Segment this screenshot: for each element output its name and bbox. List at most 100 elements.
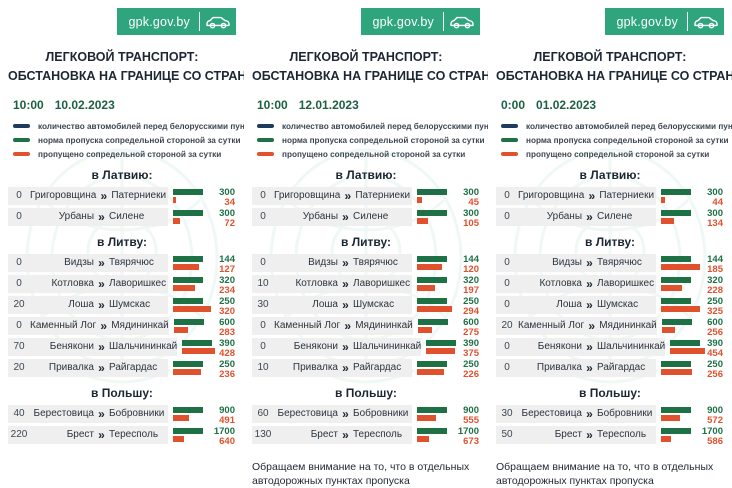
crossing-row: 220 Брест » Тересполь 1700 640 bbox=[8, 425, 236, 446]
border-status-panel: gpk.gov.by ЛЕГКОВОЙ ТРАНСПОРТ: ОБСТАНОВК… bbox=[0, 0, 244, 488]
checkpoint-from: Григоровщина bbox=[274, 189, 341, 201]
row-values: 1700 673 bbox=[451, 426, 480, 446]
crossing-row-labels: 0 Каменный Лог » Мядининкай bbox=[252, 316, 413, 335]
direction-header: в Польшу: bbox=[91, 385, 153, 400]
norm-value: 320 bbox=[219, 274, 235, 286]
legend-item-passed: пропущено сопредельной стороной за сутки bbox=[257, 150, 480, 159]
passed-bar bbox=[417, 435, 429, 442]
crossing-row-labels: 50 Брест » Тересполь bbox=[496, 425, 656, 444]
legend-swatch-green bbox=[257, 138, 274, 142]
direction-header: в Литву: bbox=[585, 234, 635, 249]
checkpoint-to: Бобровники bbox=[109, 407, 165, 419]
direction-section: в Литву: 0 Видзы » Твярячюс 144 120 10 К… bbox=[252, 235, 480, 379]
row-bars bbox=[417, 254, 451, 272]
queue-count: 0 bbox=[504, 299, 510, 310]
row-values: 900 491 bbox=[207, 405, 236, 425]
queue-count: 60 bbox=[257, 408, 269, 419]
checkpoint-to: Шальчининкай bbox=[353, 340, 422, 352]
border-status-panel: gpk.gov.by ЛЕГКОВОЙ ТРАНСПОРТ: ОБСТАНОВК… bbox=[244, 0, 488, 488]
passed-bar bbox=[173, 263, 199, 270]
passed-bar bbox=[426, 347, 456, 354]
checkpoint-from: Бенякони bbox=[293, 340, 338, 352]
norm-bar bbox=[417, 427, 447, 434]
crossing-row: 0 Григоровщина » Патерниеки 300 44 bbox=[496, 186, 724, 207]
norm-value: 144 bbox=[707, 253, 723, 265]
direction-header: в Польшу: bbox=[335, 385, 397, 400]
passed-bar bbox=[173, 284, 195, 291]
row-bars bbox=[661, 275, 695, 293]
crossing-row: 0 Урбаны » Силене 300 72 bbox=[8, 207, 236, 228]
crossing-row-labels: 0 Лоша » Шумскас bbox=[496, 295, 656, 314]
legend-swatch-red bbox=[13, 152, 30, 156]
crossing-row-labels: 0 Урбаны » Силене bbox=[8, 207, 168, 226]
row-bars bbox=[661, 317, 696, 335]
crossing-row: 0 Лоша » Шумскас 250 325 bbox=[496, 295, 724, 316]
queue-count: 30 bbox=[257, 299, 269, 310]
checkpoint-from: Брест bbox=[310, 428, 338, 440]
passed-bar bbox=[417, 326, 432, 333]
double-chevron-icon: » bbox=[344, 318, 352, 333]
queue-count: 0 bbox=[16, 190, 22, 201]
checkpoint-to: Твярячюс bbox=[353, 256, 398, 268]
direction-section: в Латвию: 0 Григоровщина » Патерниеки 30… bbox=[8, 168, 236, 228]
row-bars bbox=[173, 275, 207, 293]
crossing-row-labels: 20 Каменный Лог » Мядининкай bbox=[496, 316, 657, 335]
car-icon bbox=[444, 15, 480, 29]
checkpoint-from: Урбаны bbox=[302, 210, 338, 222]
checkpoint-from: Котловка bbox=[539, 277, 582, 289]
row-bars bbox=[417, 317, 452, 335]
passed-value: 275 bbox=[463, 326, 479, 338]
row-values: 1700 640 bbox=[207, 426, 236, 446]
crossing-row: 0 Григоровщина » Патерниеки 300 45 bbox=[252, 186, 480, 207]
crossing-row-labels: 220 Брест » Тересполь bbox=[8, 425, 168, 444]
norm-value: 144 bbox=[219, 253, 235, 265]
legend-swatch-red bbox=[501, 152, 518, 156]
double-chevron-icon: » bbox=[344, 188, 352, 203]
crossing-row-labels: 0 Привалка » Райгардас bbox=[496, 358, 656, 377]
passed-value: 228 bbox=[707, 284, 723, 296]
checkpoint-to: Шумскас bbox=[109, 298, 151, 310]
checkpoint-from: Урбаны bbox=[546, 210, 582, 222]
legend-label: количество автомобилей перед белорусским… bbox=[526, 121, 732, 131]
norm-bar bbox=[661, 427, 691, 434]
row-values: 300 105 bbox=[451, 207, 480, 229]
crossing-row-labels: 60 Берестовица » Бобровники bbox=[252, 404, 412, 423]
row-bars bbox=[661, 254, 700, 272]
passed-bar bbox=[417, 217, 428, 224]
norm-bar bbox=[173, 276, 203, 283]
badge-divider bbox=[443, 12, 444, 31]
passed-bar bbox=[173, 414, 189, 421]
row-values: 900 555 bbox=[451, 405, 480, 425]
checkpoint-from: Котловка bbox=[51, 277, 94, 289]
checkpoint-to: Шальчининкай bbox=[597, 340, 666, 352]
passed-value: 236 bbox=[219, 368, 235, 380]
passed-value: 375 bbox=[463, 347, 479, 359]
crossing-row: 0 Видзы » Твярячюс 144 120 bbox=[252, 253, 480, 274]
row-values: 320 234 bbox=[207, 274, 236, 295]
passed-value: 454 bbox=[707, 347, 723, 359]
checkpoint-from: Григоровщина bbox=[30, 189, 97, 201]
crossing-row: 0 Григоровщина » Патерниеки 300 34 bbox=[8, 186, 236, 207]
row-bars bbox=[173, 208, 207, 226]
legend-label: пропущено сопредельной стороной за сутки bbox=[526, 149, 710, 159]
legend-item-norm: норма пропуска сопредельной стороной за … bbox=[257, 136, 484, 145]
checkpoint-to: Тересполь bbox=[353, 428, 403, 440]
legend-label: норма пропуска сопредельной стороной за … bbox=[526, 135, 729, 145]
sections: в Латвию: 0 Григоровщина » Патерниеки 30… bbox=[496, 168, 724, 446]
checkpoint-from: Каменный Лог bbox=[30, 319, 97, 331]
crossing-row: 0 Урбаны » Силене 300 134 bbox=[496, 207, 724, 228]
crossing-row-labels: 0 Бенякони » Шальчининкай bbox=[252, 337, 422, 356]
queue-count: 0 bbox=[260, 257, 266, 268]
checkpoint-to: Лаворишкес bbox=[597, 277, 655, 289]
passed-value: 105 bbox=[463, 217, 479, 229]
crossing-row: 0 Видзы » Твярячюс 144 127 bbox=[8, 253, 236, 274]
legend: количество автомобилей перед белорусским… bbox=[252, 122, 488, 159]
passed-value: 428 bbox=[219, 347, 235, 359]
norm-bar bbox=[661, 318, 692, 325]
passed-bar bbox=[661, 326, 675, 333]
sections: в Латвию: 0 Григоровщина » Патерниеки 30… bbox=[252, 168, 480, 446]
timestamp-date: 01.02.2023 bbox=[536, 97, 597, 112]
norm-value: 300 bbox=[463, 207, 479, 219]
crossing-row: 60 Берестовица » Бобровники 900 555 bbox=[252, 404, 480, 425]
norm-bar bbox=[417, 360, 447, 367]
